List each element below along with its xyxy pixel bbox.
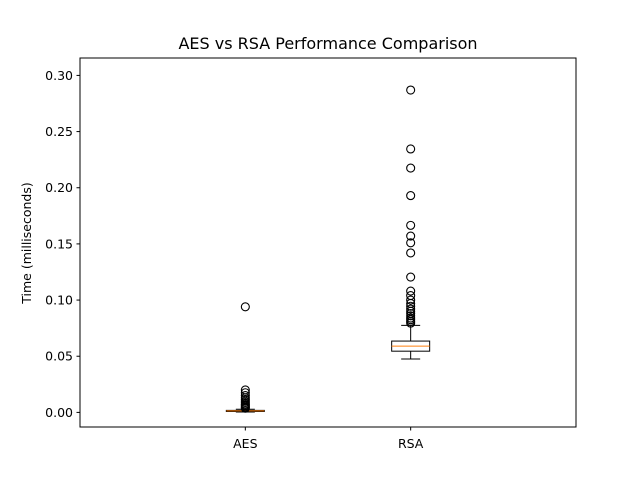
x-tick-label: RSA	[398, 436, 424, 451]
plot-area: 0.00 0.05 0.10 0.15 0.20 0.25 0.30 AES RSA	[45, 68, 431, 451]
outlier-point	[406, 318, 416, 328]
outlier-point	[406, 191, 416, 201]
y-tick-label: 0.15	[45, 236, 73, 251]
y-tick-label: 0.30	[45, 68, 73, 83]
plot-frame	[79, 57, 577, 428]
outlier-point	[406, 311, 416, 321]
outlier-point	[240, 403, 250, 413]
outlier-point	[406, 238, 416, 248]
outlier-point	[406, 272, 416, 282]
outlier-point	[406, 220, 416, 230]
outlier-point	[406, 304, 416, 314]
outlier-point	[406, 248, 416, 258]
y-tick-label: 0.10	[45, 293, 73, 308]
outlier-point	[406, 301, 416, 311]
chart-title: AES vs RSA Performance Comparison	[178, 34, 477, 53]
outlier-point	[406, 231, 416, 241]
y-tick-label: 0.00	[45, 405, 73, 420]
outlier-point	[406, 163, 416, 173]
x-tick-label: AES	[233, 436, 257, 451]
y-axis-label: Time (milliseconds)	[19, 182, 34, 304]
outlier-point	[406, 295, 416, 305]
y-tick-label: 0.25	[45, 124, 73, 139]
y-tick-label: 0.20	[45, 180, 73, 195]
outlier-point	[406, 85, 416, 95]
outlier-point	[240, 302, 250, 312]
outlier-point	[406, 286, 416, 296]
outlier-point	[406, 144, 416, 154]
y-tick-label: 0.05	[45, 349, 73, 364]
